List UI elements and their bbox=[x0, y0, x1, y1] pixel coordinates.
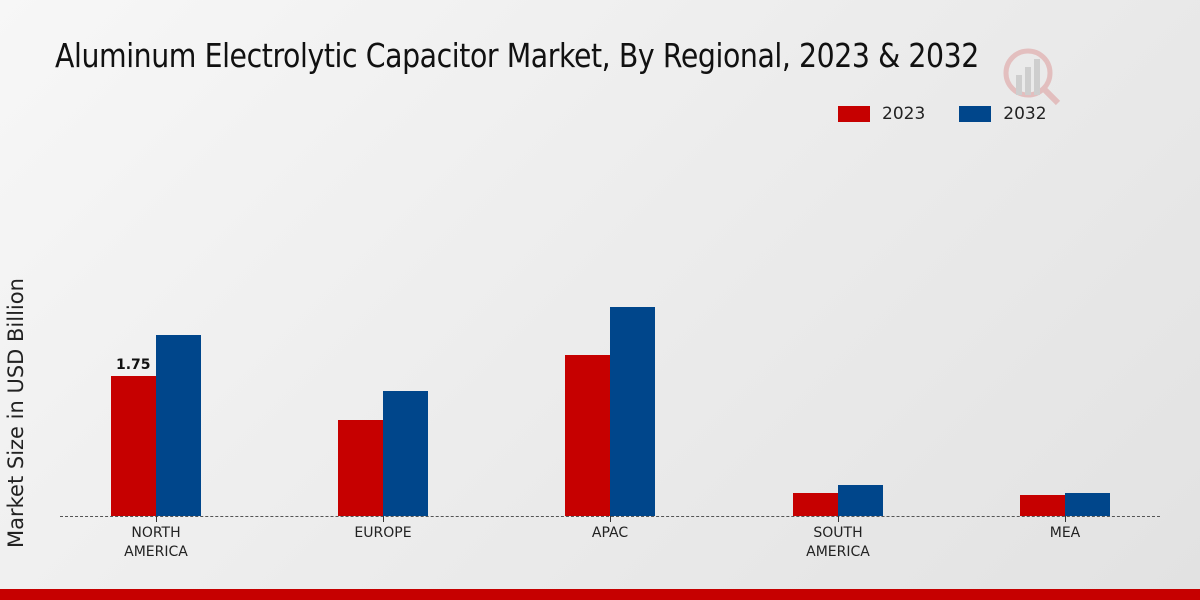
x-tick bbox=[156, 516, 157, 522]
legend-swatch-2032 bbox=[959, 106, 992, 122]
x-tick bbox=[838, 516, 839, 522]
legend-label-2032: 2032 bbox=[1003, 104, 1047, 124]
legend-item-2032: 2032 bbox=[959, 104, 1047, 124]
bar-europe-2032 bbox=[383, 391, 428, 516]
x-tick-label: EUROPE bbox=[354, 525, 412, 541]
watermark-logo-icon bbox=[1003, 48, 1061, 106]
bar-europe-2023 bbox=[338, 420, 383, 516]
x-tick-label: APAC bbox=[591, 525, 629, 541]
x-tick-label: SOUTH AMERICA bbox=[806, 525, 870, 560]
legend-item-2023: 2023 bbox=[838, 104, 925, 124]
y-axis-label: Market Size in USD Billion bbox=[4, 278, 28, 548]
bar-north-america-2023 bbox=[111, 376, 156, 516]
x-tick bbox=[610, 516, 611, 522]
x-tick-label: MEA bbox=[1049, 525, 1081, 541]
legend-label-2023: 2023 bbox=[882, 104, 926, 124]
bar-apac-2032 bbox=[610, 307, 655, 516]
x-tick-label: NORTH AMERICA bbox=[124, 525, 188, 560]
bar-north-america-2032 bbox=[156, 335, 201, 516]
chart-title: Aluminum Electrolytic Capacitor Market, … bbox=[55, 36, 979, 75]
legend: 2023 2032 bbox=[838, 104, 1081, 124]
bar-south-america-2032 bbox=[838, 484, 883, 516]
x-tick bbox=[383, 516, 384, 522]
data-label: 1.75 bbox=[116, 357, 151, 373]
bar-mea-2023 bbox=[1020, 495, 1065, 516]
bar-mea-2032 bbox=[1065, 492, 1110, 516]
bar-south-america-2023 bbox=[793, 492, 838, 516]
footer-bar bbox=[0, 589, 1200, 600]
x-tick bbox=[1065, 516, 1066, 522]
legend-swatch-2023 bbox=[838, 106, 870, 122]
bar-apac-2023 bbox=[565, 355, 610, 516]
